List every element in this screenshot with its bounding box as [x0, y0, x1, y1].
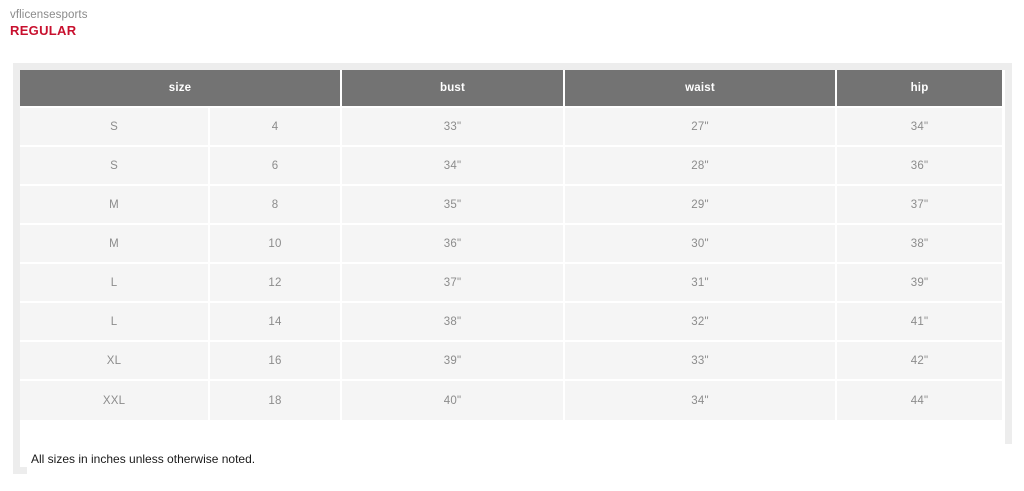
cell-size-number: 14 [210, 303, 343, 342]
column-header-hip: hip [837, 70, 1003, 108]
cell-size-number: 4 [210, 108, 343, 147]
size-chart-table: size bust waist hip S 4 33" 27" 34" S 6 [20, 70, 1003, 420]
cell-bust: 38" [342, 303, 566, 342]
table-row: L 12 37" 31" 39" [20, 264, 1003, 303]
cell-bust: 35" [342, 186, 566, 225]
cell-size-number: 6 [210, 147, 343, 186]
cell-size-letter: S [20, 108, 210, 147]
cell-size-letter: S [20, 147, 210, 186]
cell-size-letter: L [20, 303, 210, 342]
brand-header: vflicensesports REGULAR [0, 0, 1024, 39]
size-chart-panel-inner: size bust waist hip S 4 33" 27" 34" S 6 [20, 70, 1012, 474]
cell-size-letter: L [20, 264, 210, 303]
cell-bust: 37" [342, 264, 566, 303]
column-header-bust: bust [342, 70, 566, 108]
cell-hip: 39" [837, 264, 1003, 303]
cell-hip: 34" [837, 108, 1003, 147]
size-chart-table-head: size bust waist hip [20, 70, 1003, 108]
size-chart-footnote: All sizes in inches unless otherwise not… [27, 444, 1012, 474]
cell-size-number: 12 [210, 264, 343, 303]
cell-size-number: 10 [210, 225, 343, 264]
table-row: XXL 18 40" 34" 44" [20, 381, 1003, 420]
cell-waist: 30" [565, 225, 838, 264]
table-header-row: size bust waist hip [20, 70, 1003, 108]
cell-hip: 36" [837, 147, 1003, 186]
cell-hip: 41" [837, 303, 1003, 342]
cell-waist: 28" [565, 147, 838, 186]
cell-waist: 34" [565, 381, 838, 420]
cell-hip: 44" [837, 381, 1003, 420]
table-row: M 10 36" 30" 38" [20, 225, 1003, 264]
column-header-size: size [20, 70, 343, 108]
cell-waist: 27" [565, 108, 838, 147]
size-chart-panel: size bust waist hip S 4 33" 27" 34" S 6 [13, 63, 1012, 474]
table-row: L 14 38" 32" 41" [20, 303, 1003, 342]
cell-waist: 29" [565, 186, 838, 225]
cell-bust: 39" [342, 342, 566, 381]
cell-bust: 36" [342, 225, 566, 264]
cell-bust: 40" [342, 381, 566, 420]
cell-hip: 37" [837, 186, 1003, 225]
table-row: XL 16 39" 33" 42" [20, 342, 1003, 381]
cell-size-number: 16 [210, 342, 343, 381]
size-chart-table-body: S 4 33" 27" 34" S 6 34" 28" 36" M 8 35" [20, 108, 1003, 420]
cell-size-letter: M [20, 186, 210, 225]
cell-bust: 34" [342, 147, 566, 186]
cell-size-letter: XL [20, 342, 210, 381]
cell-hip: 38" [837, 225, 1003, 264]
fit-label: REGULAR [10, 23, 77, 38]
cell-waist: 32" [565, 303, 838, 342]
cell-size-number: 8 [210, 186, 343, 225]
table-row: S 4 33" 27" 34" [20, 108, 1003, 147]
cell-waist: 31" [565, 264, 838, 303]
brand-name: vflicensesports [10, 9, 88, 21]
cell-size-letter: XXL [20, 381, 210, 420]
table-row: M 8 35" 29" 37" [20, 186, 1003, 225]
cell-waist: 33" [565, 342, 838, 381]
cell-size-number: 18 [210, 381, 343, 420]
cell-size-letter: M [20, 225, 210, 264]
table-row: S 6 34" 28" 36" [20, 147, 1003, 186]
cell-bust: 33" [342, 108, 566, 147]
cell-hip: 42" [837, 342, 1003, 381]
column-header-waist: waist [565, 70, 838, 108]
